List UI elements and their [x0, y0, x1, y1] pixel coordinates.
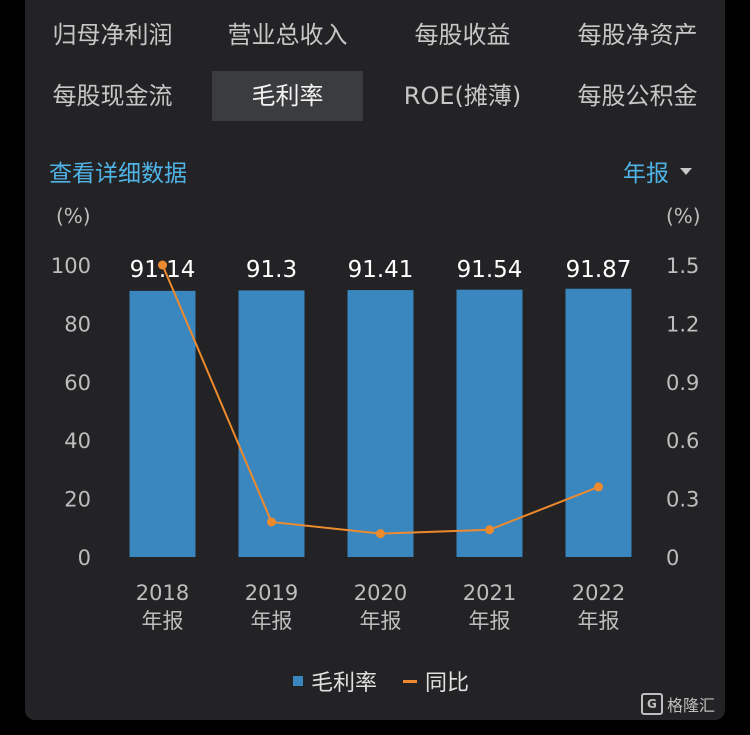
tab-row1-3[interactable]: 每股净资产	[577, 21, 698, 49]
legend: 毛利率 同比	[293, 666, 469, 696]
x-axis-year-label: 2021	[463, 581, 516, 605]
financial-panel: 归母净利润 营业总收入 每股收益 每股净资产 每股现金流 毛利率 ROE(摊薄) 每股公积金…	[25, 0, 725, 720]
bar	[565, 288, 632, 557]
x-axis-period-label: 年报	[142, 609, 184, 633]
watermark-logo-icon: G	[640, 693, 663, 715]
legend-line-label: 同比	[425, 671, 470, 696]
left-axis-tick-label: 0	[78, 546, 91, 570]
line-point	[594, 482, 603, 492]
left-axis-tick-label: 60	[64, 371, 91, 395]
right-axis-tick-label: 1.2	[666, 312, 699, 336]
line-point	[485, 525, 494, 535]
tab-row1-1[interactable]: 营业总收入	[227, 21, 348, 49]
gross-margin-chart: 0 20 40 60 80 100 0 0.3 0.6 0.9 1.2 1.5 91.14 91.3 91.…	[51, 254, 700, 633]
left-axis-unit: (%)	[56, 204, 91, 228]
watermark-text: 格隆汇	[666, 696, 715, 715]
tab-row2-0[interactable]: 每股现金流	[52, 82, 173, 110]
x-axis-period-label: 年报	[578, 609, 620, 633]
left-axis-tick-label: 40	[64, 429, 91, 453]
view-detail-link[interactable]: 查看详细数据	[49, 161, 187, 187]
right-axis-tick-label: 0.6	[666, 429, 699, 453]
tab-row1-0[interactable]: 归母净利润	[52, 21, 173, 49]
x-axis-period-label: 年报	[469, 609, 511, 633]
bar-value-label: 91.54	[457, 257, 523, 283]
right-axis-tick-label: 0.3	[666, 488, 699, 512]
right-axis-tick-label: 1.5	[666, 254, 699, 278]
bar-value-label: 91.87	[566, 257, 632, 283]
line-point	[158, 260, 167, 270]
left-axis-tick-label: 80	[64, 312, 91, 336]
right-axis-tick-label: 0.9	[666, 371, 699, 395]
legend-bar-label: 毛利率	[311, 671, 378, 696]
right-axis-tick-label: 0	[666, 546, 679, 570]
right-axis-unit: (%)	[666, 204, 701, 228]
bar-value-label: 91.14	[130, 257, 196, 283]
x-axis-year-label: 2020	[354, 581, 407, 605]
period-select-label: 年报	[623, 161, 669, 187]
line-point	[376, 529, 385, 539]
line-point	[267, 517, 276, 527]
bar	[238, 290, 305, 557]
period-select[interactable]: 年报	[623, 154, 693, 188]
left-axis-tick-label: 100	[51, 254, 91, 278]
legend-line-swatch	[403, 679, 418, 683]
bar-value-label: 91.3	[246, 257, 297, 283]
bar-value-label: 91.41	[348, 257, 414, 283]
bar	[456, 289, 523, 557]
left-axis-tick-label: 20	[64, 488, 91, 512]
tab-row2-2[interactable]: ROE(摊薄)	[403, 82, 522, 110]
x-axis-period-label: 年报	[360, 609, 402, 633]
bar	[347, 290, 414, 557]
x-axis-year-label: 2019	[245, 581, 298, 605]
bar	[129, 290, 196, 557]
watermark: G 格隆汇	[640, 692, 715, 716]
x-axis-year-label: 2022	[572, 581, 625, 605]
x-axis-period-label: 年报	[251, 609, 293, 633]
legend-bar-swatch	[293, 676, 303, 686]
tab-row2-1[interactable]: 毛利率	[212, 71, 363, 121]
tab-row2-3[interactable]: 每股公积金	[577, 82, 698, 110]
tab-row1-2[interactable]: 每股收益	[414, 21, 511, 49]
triangle-down-icon	[680, 168, 692, 175]
x-axis-year-label: 2018	[136, 581, 189, 605]
